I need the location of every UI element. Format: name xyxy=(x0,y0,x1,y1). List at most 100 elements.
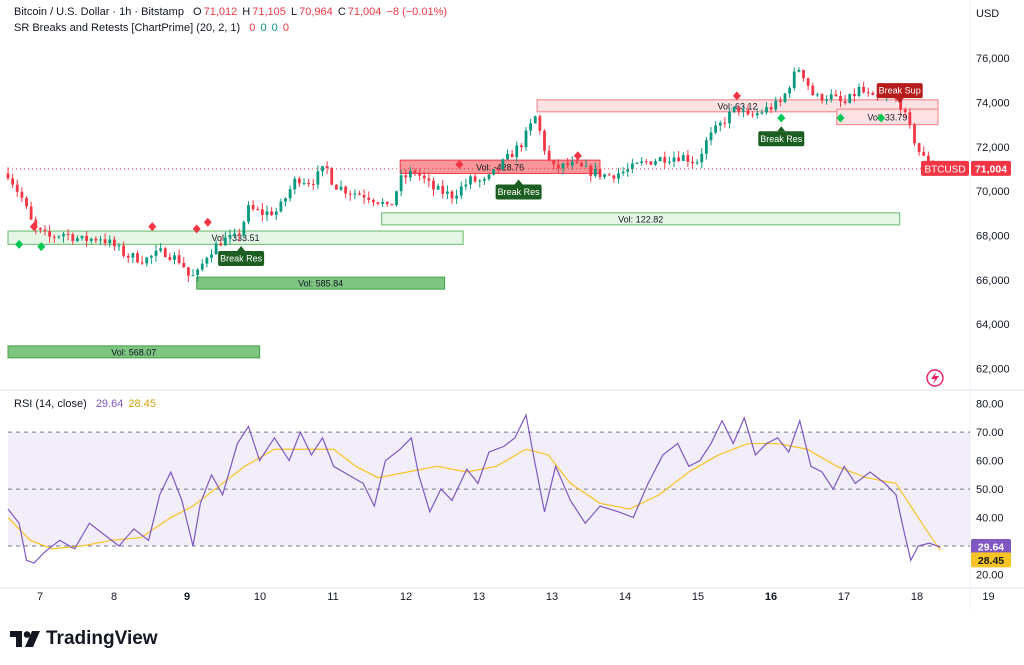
candle-body xyxy=(926,155,930,162)
candle-body xyxy=(399,175,403,192)
candle-body xyxy=(367,197,371,200)
candle-body xyxy=(473,176,477,182)
candle-body xyxy=(510,153,514,158)
candle-body xyxy=(163,248,167,257)
rsi-title: RSI (14, close) xyxy=(14,398,87,410)
candle-body xyxy=(746,110,750,115)
candle-body xyxy=(482,178,486,181)
candle-body xyxy=(496,169,500,171)
tradingview-logo[interactable]: TradingView xyxy=(10,628,158,650)
ohlc-high-label: H xyxy=(242,6,251,18)
indicator-value: 0 xyxy=(271,22,278,34)
candle-body xyxy=(556,164,560,169)
candle-body xyxy=(913,124,916,144)
candle-body xyxy=(436,185,440,190)
candle-body xyxy=(741,110,745,112)
candle-body xyxy=(714,125,718,133)
candle-body xyxy=(441,185,445,194)
candle-body xyxy=(136,253,139,263)
candle-body xyxy=(774,100,778,110)
time-axis-tick: 19 xyxy=(982,591,994,603)
candle-body xyxy=(709,132,713,141)
signal-label-text: Break Res xyxy=(498,187,541,197)
candle-body xyxy=(159,248,163,251)
sr-zone-volume-label: Vol: 585.84 xyxy=(298,279,343,289)
candle-body xyxy=(353,193,357,195)
candle-body xyxy=(506,153,509,160)
candle-body xyxy=(825,99,829,101)
candle-body xyxy=(640,161,644,163)
candle-body xyxy=(117,245,121,247)
candle-body xyxy=(570,161,574,166)
candle-body xyxy=(52,236,56,238)
rsi-axis-tick: 40.00 xyxy=(976,513,1004,525)
currency-label[interactable]: USD xyxy=(976,8,1000,20)
candle-body xyxy=(260,209,264,215)
ohlc-open: 71,012 xyxy=(203,6,238,18)
time-axis-tick: 10 xyxy=(254,591,266,603)
ohlc-low: 70,964 xyxy=(299,6,333,18)
symbol-tag-box xyxy=(921,160,969,176)
candle-body xyxy=(34,219,38,229)
lightning-icon-ring xyxy=(926,369,944,387)
candle-body xyxy=(806,78,810,86)
candle-body xyxy=(751,114,755,116)
candle-body xyxy=(899,98,903,110)
time-axis-tick: 15 xyxy=(692,591,704,603)
candle-body xyxy=(820,94,824,101)
rsi-ma-value: 28.45 xyxy=(128,398,156,410)
candle-body xyxy=(617,173,620,179)
candle-body xyxy=(700,153,704,163)
rsi-line xyxy=(7,413,941,564)
candle-body xyxy=(80,235,84,239)
candle-body xyxy=(6,173,10,179)
signal-label-box xyxy=(218,251,265,267)
ohlc-low-label: L xyxy=(290,6,298,18)
candle-body xyxy=(487,174,491,179)
candle-body xyxy=(834,94,838,97)
candle-body xyxy=(908,112,912,125)
signal-label-text: Break Res xyxy=(220,254,263,264)
candle-body xyxy=(339,186,343,190)
candle-body xyxy=(233,233,237,235)
candle-body xyxy=(57,236,61,238)
retest-marker-red xyxy=(455,160,464,170)
candle-body xyxy=(168,256,172,260)
candle-body xyxy=(62,233,65,237)
candle-body xyxy=(755,113,759,116)
candle-body xyxy=(589,165,593,176)
signal-label-text: Break Sup xyxy=(879,86,921,96)
candle-body xyxy=(145,257,149,264)
candle-body xyxy=(242,221,246,236)
candle-body xyxy=(265,211,269,215)
candle-body xyxy=(478,180,482,182)
sr-zone-box xyxy=(196,276,446,290)
candle-body xyxy=(108,239,112,244)
candle-body xyxy=(603,174,607,177)
candle-body xyxy=(917,143,921,152)
signal-label-pointer xyxy=(895,98,904,104)
indicator-title: SR Breaks and Retests [ChartPrime] (20, … xyxy=(14,22,241,34)
price-tag-box xyxy=(971,160,1011,176)
candle-body xyxy=(450,191,454,199)
candle-body xyxy=(390,203,394,206)
indicator-value: 0 xyxy=(282,22,289,34)
candle-body xyxy=(630,163,634,170)
lightning-icon[interactable] xyxy=(926,369,944,387)
ohlc-change: −8 (−0.01%) xyxy=(386,6,448,18)
candle-body xyxy=(293,178,297,190)
sr-zone-volume-label: Vol: -428.76 xyxy=(476,162,524,172)
candle-body xyxy=(580,162,583,167)
candle-body xyxy=(237,233,241,236)
time-axis-tick: 11 xyxy=(327,591,338,603)
candle-body xyxy=(131,253,135,258)
retest-marker-red xyxy=(192,224,201,234)
candle-body xyxy=(427,178,431,181)
candle-body xyxy=(288,189,292,199)
candle-body xyxy=(311,184,315,186)
rsi-axis-tick: 60.00 xyxy=(976,456,1004,468)
candle-body xyxy=(547,150,551,160)
time-axis-tick: 14 xyxy=(619,591,631,603)
